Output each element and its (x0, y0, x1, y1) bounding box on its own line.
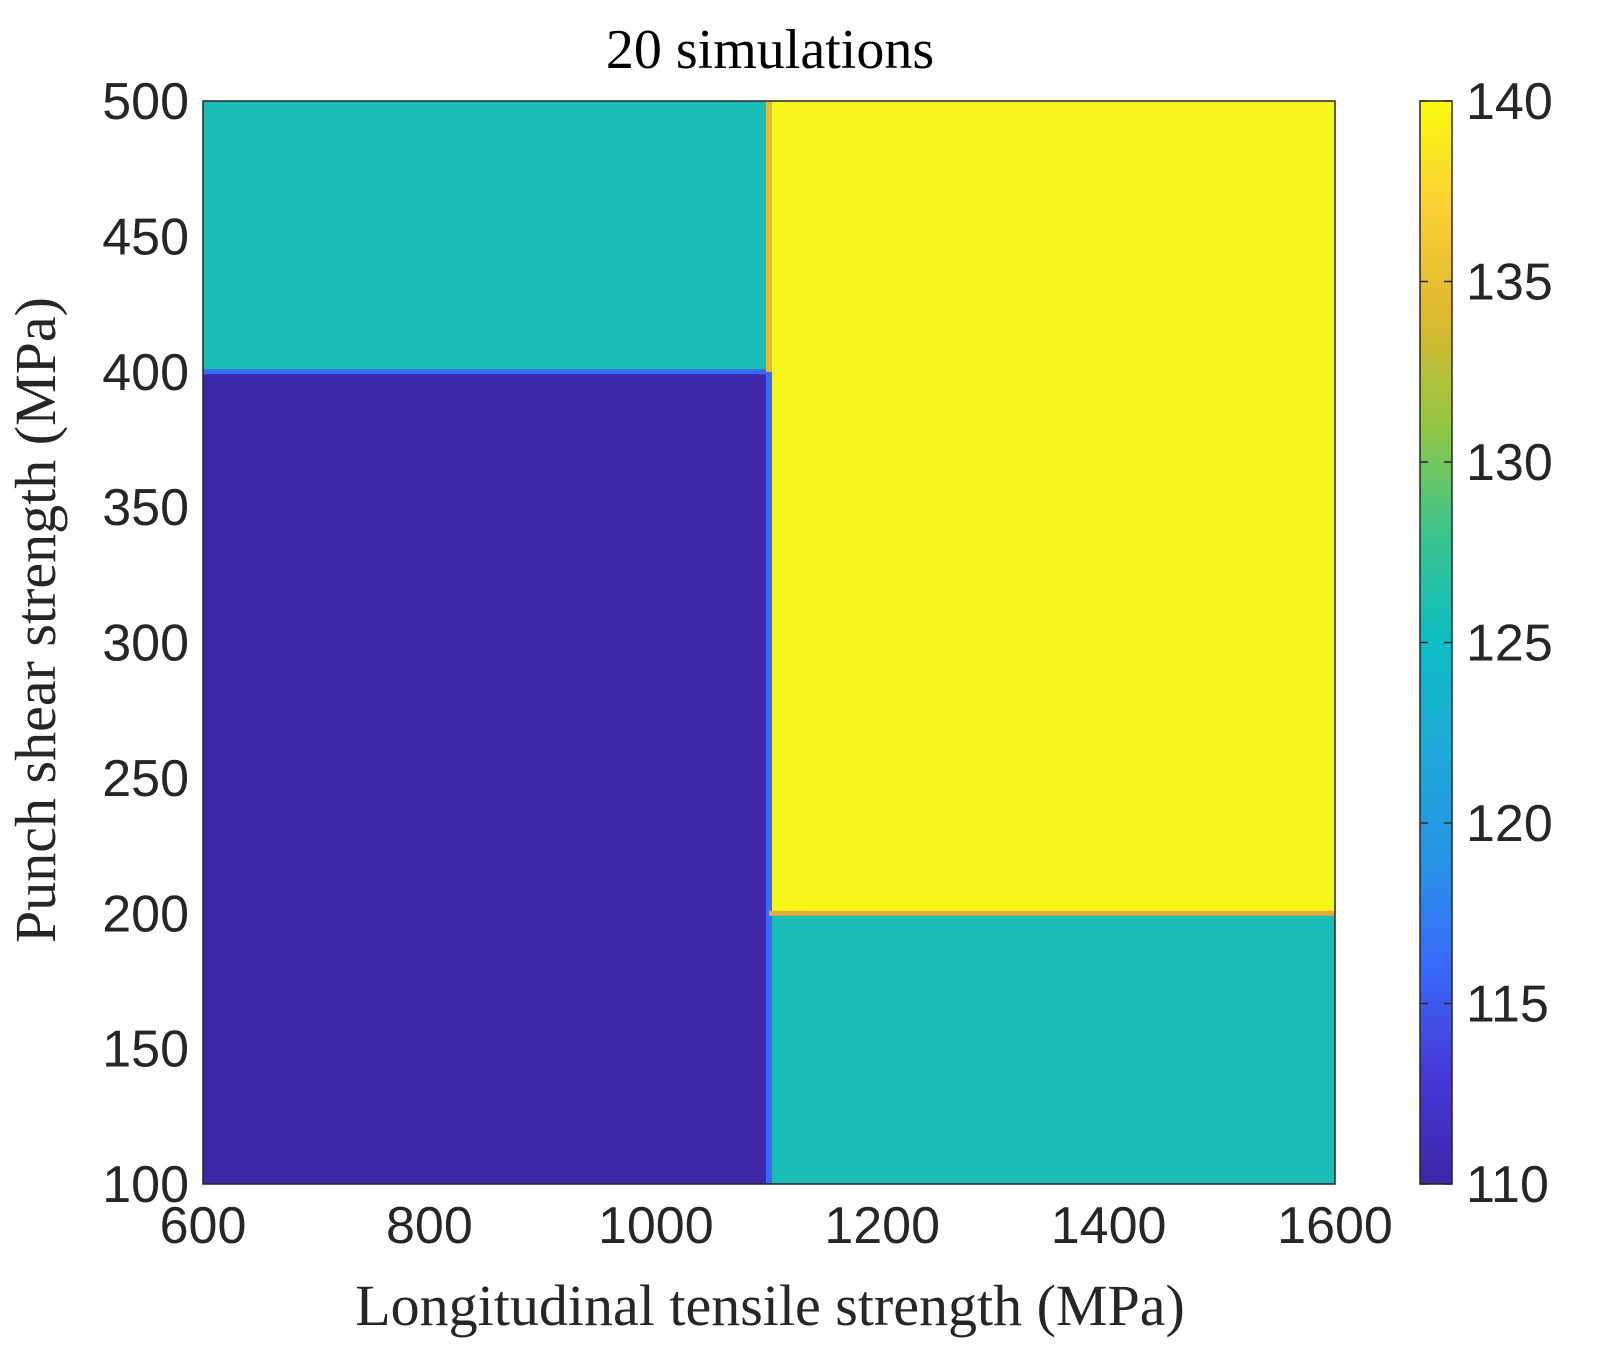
y-tick-label: 500 (102, 73, 189, 131)
x-tick-label: 600 (160, 1197, 247, 1255)
colorbar-tick-label: 125 (1466, 615, 1553, 673)
y-tick-label: 100 (102, 1156, 189, 1214)
region-boundaries (203, 101, 1335, 1184)
y-tick-label: 300 (102, 615, 189, 673)
y-tick-label: 450 (102, 208, 189, 266)
colorbar-tick-label: 135 (1466, 254, 1553, 312)
x-tick-label: 800 (386, 1197, 473, 1255)
colorbar-tick-label: 130 (1466, 434, 1553, 492)
y-tick-label: 200 (102, 885, 189, 943)
y-tick-label: 250 (102, 750, 189, 808)
colorbar-tick-label: 120 (1466, 795, 1553, 853)
chart-title: 20 simulations (606, 19, 934, 81)
heatmap-region-4 (769, 913, 1335, 1184)
colorbar-ticks: 110 115 120 125 130 135 140 (1420, 73, 1553, 1214)
y-axis-label: Punch shear strength (MPa) (3, 297, 68, 943)
heatmap-region-2 (203, 371, 769, 1184)
colorbar-tick-label: 140 (1466, 73, 1553, 131)
y-tick-label: 150 (102, 1021, 189, 1079)
x-tick-label: 1600 (1277, 1197, 1393, 1255)
colorbar-tick-label: 115 (1466, 976, 1549, 1034)
y-axis-ticks: 100 150 200 250 300 350 400 450 500 (102, 73, 189, 1214)
x-axis-label: Longitudinal tensile strength (MPa) (355, 1273, 1185, 1338)
y-tick-label: 350 (102, 479, 189, 537)
y-tick-label: 400 (102, 344, 189, 402)
heatmap-region-3 (769, 101, 1335, 914)
x-tick-label: 1200 (824, 1197, 940, 1255)
heatmap-region-1 (203, 101, 769, 372)
heatmap-regions (203, 101, 1335, 1184)
x-tick-label: 1000 (598, 1197, 714, 1255)
colorbar-tick-label: 110 (1466, 1156, 1549, 1214)
x-tick-label: 1400 (1051, 1197, 1167, 1255)
x-axis-ticks: 600 800 1000 1200 1400 1600 (160, 1197, 1393, 1255)
plot-frame (202, 100, 1336, 1185)
